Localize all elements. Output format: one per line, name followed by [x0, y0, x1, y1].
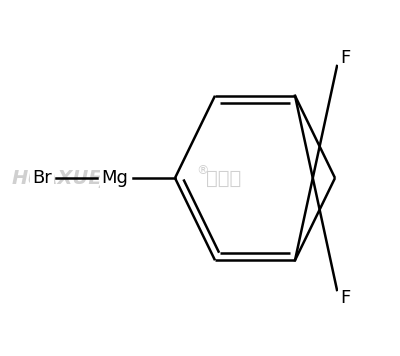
Text: Mg: Mg — [102, 169, 128, 187]
Text: ®: ® — [196, 164, 208, 178]
Text: F: F — [340, 49, 350, 67]
Text: F: F — [340, 289, 350, 307]
Text: Br: Br — [32, 169, 52, 187]
Text: HUAXUEJIA: HUAXUEJIA — [12, 168, 132, 188]
Text: 化学加: 化学加 — [206, 168, 241, 188]
